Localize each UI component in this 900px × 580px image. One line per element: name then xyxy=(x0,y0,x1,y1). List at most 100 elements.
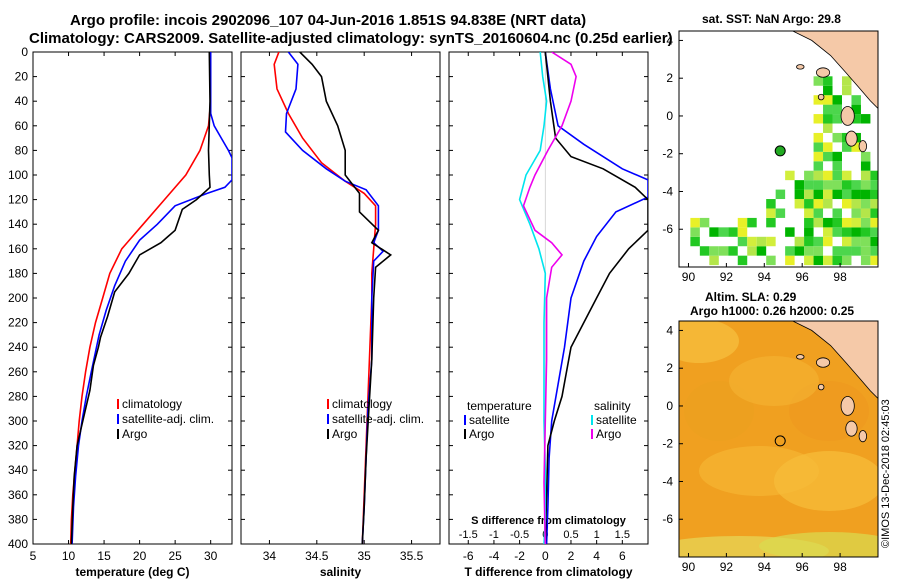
sst-cell xyxy=(851,217,861,228)
sst-cell xyxy=(832,170,842,181)
land-island xyxy=(817,93,825,101)
series-group xyxy=(69,52,232,544)
sst-cell xyxy=(794,180,805,190)
sla-blob xyxy=(774,451,878,511)
sst-cell xyxy=(860,217,871,228)
map-frame xyxy=(678,30,879,268)
y-tick-label: 200 xyxy=(8,291,28,305)
sst-cell xyxy=(813,208,824,218)
x-tick-label: 6 xyxy=(619,549,626,563)
sst-cell xyxy=(851,189,861,200)
sst-cell xyxy=(823,236,833,247)
sst-cell xyxy=(747,236,757,247)
x-tick-label: 10 xyxy=(62,549,76,563)
sst-cell xyxy=(728,246,738,256)
argo-position-marker xyxy=(774,145,786,157)
sst-cell xyxy=(690,236,700,247)
sst-cell xyxy=(870,246,878,256)
y-tick-label: 0 xyxy=(666,399,673,413)
sst-cell xyxy=(747,217,757,228)
land-island xyxy=(858,430,868,443)
legend-label: satellite xyxy=(596,413,637,427)
sst-cell xyxy=(804,236,814,247)
sst-cell xyxy=(756,246,767,256)
sst-cell xyxy=(737,255,748,266)
x-tick-label: 92 xyxy=(720,270,734,284)
y-tick-label: -6 xyxy=(662,222,673,236)
s-tick-label: 1 xyxy=(594,529,600,541)
sst-cell xyxy=(718,227,729,237)
legend-label: Argo xyxy=(332,427,358,441)
s-tick-label: -1 xyxy=(489,529,499,541)
sst-cell xyxy=(813,161,824,171)
legend-label: Argo xyxy=(122,427,148,441)
y-tick-label: -2 xyxy=(662,147,673,161)
y-tick-label: 4 xyxy=(666,33,673,47)
x-tick-label: 35 xyxy=(358,549,372,563)
sst-cell xyxy=(841,180,852,190)
s-tick-label: -1.5 xyxy=(459,529,478,541)
sst-cell xyxy=(813,199,824,209)
sst-cell xyxy=(832,180,842,190)
sst-cell xyxy=(860,161,871,171)
sst-cell xyxy=(860,199,871,209)
sst-cell xyxy=(860,208,871,218)
sst-cell xyxy=(804,255,814,266)
sst-cell xyxy=(851,236,861,247)
sla-map-title-1: Altim. SLA: 0.29 xyxy=(705,290,797,304)
x-tick-label: 35.5 xyxy=(400,549,424,563)
sst-cell xyxy=(851,208,861,218)
sst-cell xyxy=(823,199,833,209)
sst-cell xyxy=(851,142,861,152)
x-tick-label: 98 xyxy=(833,270,847,284)
y-tick-label: -4 xyxy=(662,474,673,488)
x-tick-label: 96 xyxy=(796,560,810,574)
title-line-2: Climatology: CARS2009. Satellite-adjuste… xyxy=(29,30,673,47)
sst-cell xyxy=(823,151,833,162)
legend-title: temperature xyxy=(467,399,532,413)
legend-label: climatology xyxy=(122,397,182,411)
sst-cell xyxy=(870,236,878,247)
sst-cell xyxy=(823,114,833,124)
sst-cell xyxy=(804,199,814,209)
y-tick-label: 360 xyxy=(8,488,28,502)
series-group xyxy=(273,52,393,544)
sst-cell xyxy=(737,227,748,237)
sst-cell xyxy=(860,114,871,124)
x-tick-label: -6 xyxy=(463,549,474,563)
sst-cell xyxy=(813,142,824,152)
sst-cell xyxy=(794,236,805,247)
land-island xyxy=(816,67,831,78)
sst-cell xyxy=(823,123,833,133)
x-tick-label: 34.5 xyxy=(305,549,329,563)
sst-cell xyxy=(785,246,795,256)
series-line-t-argo xyxy=(544,52,648,544)
x-tick-label: -4 xyxy=(489,549,500,563)
sst-cell xyxy=(870,189,878,200)
series-line-argo xyxy=(70,52,211,544)
y-tick-label: 0 xyxy=(21,45,28,59)
sst-cell xyxy=(851,114,861,124)
sst-cell xyxy=(860,170,871,181)
sst-cell xyxy=(841,199,852,209)
sst-cell xyxy=(813,132,824,143)
sst-cell xyxy=(841,76,852,86)
sst-cell xyxy=(841,255,852,266)
y-tick-label: 300 xyxy=(8,414,28,428)
sst-cell xyxy=(823,189,833,200)
land-island xyxy=(816,357,831,368)
argo-position-marker xyxy=(774,435,786,447)
sst-cell xyxy=(813,151,824,162)
sst-cell xyxy=(737,236,748,247)
s-axis-label: S difference from climatology xyxy=(471,515,627,527)
sst-cell xyxy=(823,85,833,96)
series-group xyxy=(518,52,648,544)
y-tick-label: 140 xyxy=(8,217,28,231)
y-tick-label: 60 xyxy=(15,119,29,133)
x-tick-label: 30 xyxy=(204,549,218,563)
sst-cell xyxy=(690,227,700,237)
series-line-s-satellite xyxy=(518,52,548,544)
series-line-climatology xyxy=(273,52,377,544)
